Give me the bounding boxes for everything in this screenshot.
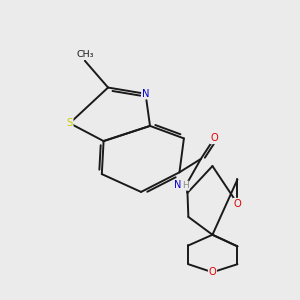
Text: CH₃: CH₃ [76,50,94,59]
Text: O: O [210,134,218,143]
Text: O: O [234,199,241,208]
Text: H: H [182,181,189,190]
Text: N: N [174,180,182,190]
Text: S: S [67,118,73,128]
Text: O: O [208,267,216,277]
Text: N: N [142,89,149,99]
